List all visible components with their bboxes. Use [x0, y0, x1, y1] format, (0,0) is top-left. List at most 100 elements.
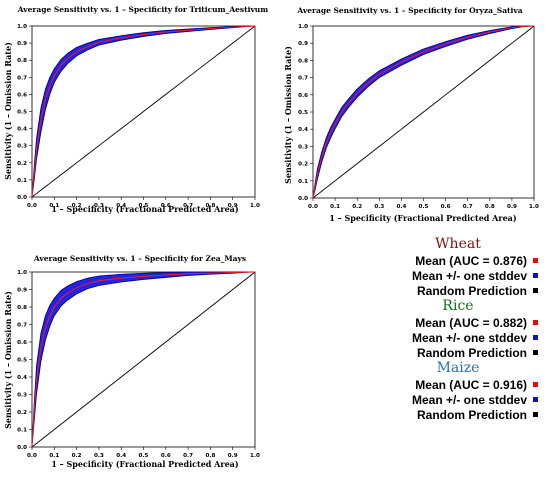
legend-item-rice-mean: Mean (AUC = 0.882) — [352, 315, 542, 330]
legend-group-wheat: Wheat Mean (AUC = 0.876) Mean +/- one st… — [352, 236, 542, 298]
x-tick-label: 0.3 — [94, 203, 104, 209]
legend-group-maize: Maize Mean (AUC = 0.916) Mean +/- one st… — [352, 360, 542, 422]
y-tick-label: 0.3 — [17, 393, 27, 399]
x-tick-label: 0.1 — [49, 203, 59, 209]
legend-label: Random Prediction — [416, 345, 527, 360]
red-swatch-icon — [533, 320, 538, 325]
black-swatch-icon — [533, 350, 538, 355]
y-tick-label: 0.0 — [17, 445, 27, 451]
x-tick-label: 0.5 — [139, 453, 149, 459]
chart-title: Average Sensitivity vs. 1 – Specificity … — [33, 254, 246, 263]
x-tick-label: 1.0 — [250, 453, 260, 459]
legend-item-rice-random: Random Prediction — [352, 345, 542, 360]
random-prediction-line — [312, 25, 535, 199]
y-tick-label: 0.1 — [17, 428, 27, 434]
y-axis-label: Sensitivity (1 – Omission Rate) — [283, 46, 293, 184]
legend-label: Mean +/- one stddev — [411, 330, 527, 345]
x-tick-label: 0.6 — [161, 453, 171, 459]
black-swatch-icon — [533, 412, 538, 417]
legend-label: Random Prediction — [416, 407, 527, 422]
x-tick-label: 0.9 — [507, 204, 517, 210]
y-tick-label: 0.3 — [298, 144, 308, 150]
y-tick-label: 0.8 — [298, 58, 308, 64]
y-tick-label: 0.2 — [17, 161, 27, 167]
y-axis-label: Sensitivity (1 – Omission Rate) — [3, 291, 13, 429]
x-tick-label: 0.1 — [330, 204, 340, 210]
y-tick-label: 0.6 — [17, 92, 27, 98]
legend-label: Random Prediction — [416, 283, 527, 298]
mean-roc-line — [31, 271, 256, 448]
blue-swatch-icon — [533, 335, 538, 340]
legend-item-maize-random: Random Prediction — [352, 407, 542, 422]
black-swatch-icon — [533, 288, 538, 293]
y-tick-label: 0.9 — [17, 288, 27, 294]
chart-title: Average Sensitivity vs. 1 – Specificity … — [17, 5, 268, 14]
y-tick-label: 0.8 — [17, 305, 27, 311]
x-tick-label: 0.0 — [27, 453, 37, 459]
mean-roc-line — [31, 25, 256, 198]
x-tick-label: 0.6 — [441, 204, 451, 210]
y-tick-label: 0.3 — [17, 144, 27, 150]
legend-label: Mean (AUC = 0.916) — [415, 377, 527, 392]
x-tick-label: 0.8 — [205, 203, 215, 209]
legend-item-maize-stddev: Mean +/- one stddev — [352, 392, 542, 407]
x-tick-label: 0.8 — [485, 204, 495, 210]
x-tick-label: 0.9 — [228, 203, 238, 209]
y-tick-label: 0.1 — [17, 178, 27, 184]
random-prediction-line — [31, 271, 256, 448]
x-tick-label: 0.2 — [72, 203, 82, 209]
y-tick-label: 0.7 — [17, 75, 27, 81]
x-tick-label: 0.4 — [116, 453, 126, 459]
x-tick-label: 0.0 — [308, 204, 318, 210]
legend-group-rice: Rice Mean (AUC = 0.882) Mean +/- one std… — [352, 298, 542, 360]
blue-swatch-icon — [533, 273, 538, 278]
x-tick-label: 0.0 — [27, 203, 37, 209]
chart-rice: Average Sensitivity vs. 1 – Specificity … — [283, 6, 539, 223]
x-axis-label: 1 – Specificity (Fractional Predicted Ar… — [51, 204, 239, 214]
y-tick-label: 1.0 — [298, 24, 308, 30]
random-prediction-line — [31, 25, 256, 198]
y-tick-label: 0.0 — [17, 195, 27, 201]
legend-item-wheat-random: Random Prediction — [352, 283, 542, 298]
legend: Wheat Mean (AUC = 0.876) Mean +/- one st… — [352, 236, 542, 422]
y-tick-label: 0.4 — [17, 375, 27, 381]
y-axis-label: Sensitivity (1 – Omission Rate) — [3, 42, 13, 180]
y-tick-label: 1.0 — [17, 24, 27, 30]
legend-heading-maize: Maize — [436, 360, 480, 376]
x-tick-label: 0.4 — [116, 203, 126, 209]
y-tick-label: 0.5 — [298, 110, 308, 116]
x-tick-label: 0.3 — [94, 453, 104, 459]
x-tick-label: 0.2 — [352, 204, 362, 210]
y-tick-label: 0.6 — [298, 93, 308, 99]
x-tick-label: 0.5 — [419, 204, 429, 210]
y-tick-label: 0.9 — [17, 41, 27, 47]
y-tick-label: 0.2 — [17, 410, 27, 416]
x-tick-label: 0.2 — [72, 453, 82, 459]
chart-title: Average Sensitivity vs. 1 – Specificity … — [296, 6, 522, 15]
y-tick-label: 0.2 — [298, 162, 308, 168]
x-tick-label: 0.7 — [183, 203, 193, 209]
legend-item-wheat-stddev: Mean +/- one stddev — [352, 268, 542, 283]
chart-wheat: Average Sensitivity vs. 1 – Specificity … — [3, 5, 268, 214]
x-tick-label: 0.8 — [205, 453, 215, 459]
legend-heading-rice: Rice — [442, 298, 474, 314]
x-tick-label: 0.6 — [161, 203, 171, 209]
legend-item-maize-mean: Mean (AUC = 0.916) — [352, 377, 542, 392]
y-tick-label: 0.0 — [298, 196, 308, 202]
x-axis-label: 1 – Specificity (Fractional Predicted Ar… — [51, 459, 239, 469]
y-tick-label: 0.1 — [298, 179, 308, 185]
y-tick-label: 0.5 — [17, 110, 27, 116]
legend-heading-wheat: Wheat — [435, 236, 481, 252]
legend-label: Mean +/- one stddev — [411, 268, 527, 283]
x-tick-label: 0.3 — [374, 204, 384, 210]
red-swatch-icon — [533, 258, 538, 263]
mean-roc-line — [312, 25, 535, 199]
y-tick-label: 0.9 — [298, 41, 308, 47]
red-swatch-icon — [533, 382, 538, 387]
y-tick-label: 0.8 — [17, 58, 27, 64]
blue-swatch-icon — [533, 397, 538, 402]
x-tick-label: 0.4 — [396, 204, 406, 210]
x-tick-label: 0.1 — [49, 453, 59, 459]
x-tick-label: 0.9 — [228, 453, 238, 459]
